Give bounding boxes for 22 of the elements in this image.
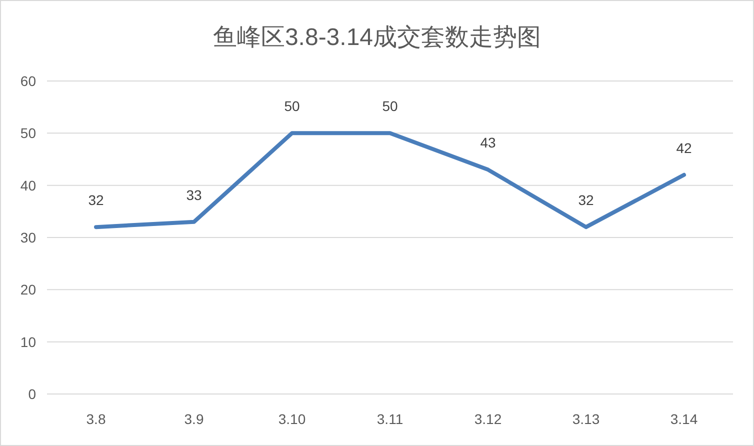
x-tick-label: 3.12 xyxy=(474,411,502,427)
data-label: 32 xyxy=(578,192,594,208)
x-tick-label: 3.10 xyxy=(278,411,306,427)
data-label: 50 xyxy=(382,98,398,114)
y-tick-label: 50 xyxy=(20,125,36,142)
x-tick-label: 3.8 xyxy=(86,411,106,427)
x-tick-label: 3.14 xyxy=(670,411,698,427)
y-tick-label: 40 xyxy=(20,177,36,194)
data-label: 33 xyxy=(186,186,202,203)
y-tick-label: 60 xyxy=(20,73,36,89)
y-tick-label: 20 xyxy=(20,282,36,298)
y-tick-label: 10 xyxy=(20,334,36,350)
x-tick-label: 3.13 xyxy=(572,411,600,427)
y-tick-label: 0 xyxy=(28,386,36,402)
x-tick-label: 3.9 xyxy=(184,411,204,427)
data-label: 32 xyxy=(88,192,104,208)
data-label: 42 xyxy=(676,140,692,156)
data-label: 50 xyxy=(284,98,300,114)
data-label: 43 xyxy=(480,134,496,151)
chart-title: 鱼峰区3.8-3.14成交套数走势图 xyxy=(212,24,542,51)
y-tick-label: 30 xyxy=(20,230,36,246)
x-tick-label: 3.11 xyxy=(376,411,404,427)
